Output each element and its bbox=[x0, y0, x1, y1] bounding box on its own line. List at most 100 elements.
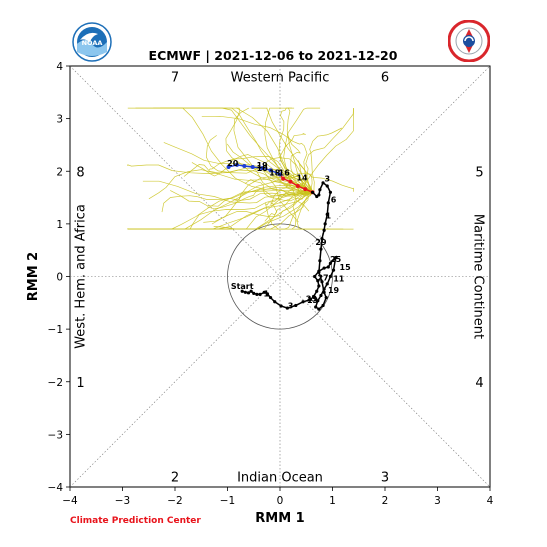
forecast-day-label: 16 bbox=[279, 168, 291, 177]
observed-track-point bbox=[319, 293, 323, 298]
observed-day-label: 3 bbox=[324, 175, 330, 184]
observed-track-point bbox=[246, 291, 251, 295]
observed-track-point bbox=[279, 304, 283, 308]
y-tick-label: −3 bbox=[48, 429, 63, 441]
ensemble-member-line bbox=[283, 107, 321, 193]
x-tick-label: −1 bbox=[220, 495, 235, 507]
observed-track-point bbox=[243, 290, 247, 294]
y-tick-label: −1 bbox=[48, 324, 63, 336]
observed-track-point bbox=[326, 265, 330, 269]
ensemble-mean-point bbox=[250, 165, 255, 170]
ensemble-member-line bbox=[208, 156, 313, 193]
x-tick-label: 2 bbox=[382, 495, 389, 507]
observed-track-point bbox=[317, 270, 321, 274]
observed-track-point bbox=[317, 284, 321, 288]
observed-track-point bbox=[325, 282, 329, 286]
ensemble-mean-point bbox=[295, 183, 300, 188]
y-tick-label: −2 bbox=[48, 377, 63, 389]
ensemble-member-line bbox=[127, 191, 313, 230]
observed-day-label: 29 bbox=[315, 238, 327, 247]
ensemble-mean-point bbox=[242, 163, 247, 168]
ensemble-mean-point bbox=[303, 187, 308, 192]
observed-track-point bbox=[317, 307, 321, 311]
observed-day-label: 19 bbox=[328, 286, 340, 295]
observed-track-point bbox=[316, 299, 320, 303]
ensemble-mean-point bbox=[260, 166, 265, 171]
ensemble-member-line bbox=[264, 107, 313, 193]
observed-track-point bbox=[328, 274, 332, 279]
phase-number-1: 1 bbox=[76, 376, 84, 391]
forecast-day-label: 14 bbox=[296, 174, 308, 183]
ensemble-member-line bbox=[203, 172, 313, 223]
observed-track-point bbox=[285, 306, 289, 310]
observed-day-label: 25 bbox=[330, 255, 342, 264]
observed-track-point bbox=[268, 295, 273, 300]
x-tick-label: −3 bbox=[115, 495, 130, 507]
observed-track-point bbox=[320, 237, 324, 241]
observed-track-point bbox=[326, 201, 330, 205]
y-tick-label: 2 bbox=[56, 166, 63, 178]
region-label-maritime-continent: Maritime Continent bbox=[471, 214, 486, 339]
observed-day-label: Start bbox=[231, 282, 254, 291]
chart-title: ECMWF | 2021-12-06 to 2021-12-20 bbox=[149, 48, 398, 63]
y-tick-label: 0 bbox=[56, 272, 63, 284]
ensemble-mean-point bbox=[288, 179, 293, 184]
x-tick-label: 1 bbox=[329, 495, 336, 507]
observed-track-point bbox=[301, 300, 305, 304]
diagonal-line bbox=[69, 65, 491, 488]
phase-number-7: 7 bbox=[171, 71, 179, 86]
observed-track-point bbox=[273, 300, 277, 304]
observed-track-point bbox=[318, 259, 322, 263]
y-tick-label: 1 bbox=[56, 219, 63, 231]
ensemble-mean-point bbox=[234, 162, 239, 167]
ensemble-member-line bbox=[191, 154, 313, 193]
forecast-day-label: 18 bbox=[269, 168, 281, 177]
forecast-day-label: 20 bbox=[227, 159, 239, 168]
ensemble-member-line bbox=[305, 108, 354, 193]
observed-track-point bbox=[320, 280, 324, 284]
observed-track-point bbox=[265, 292, 269, 296]
x-tick-label: −2 bbox=[167, 495, 182, 507]
observed-track-point bbox=[334, 255, 338, 260]
observed-track-point bbox=[325, 184, 329, 188]
observed-track-point bbox=[322, 266, 326, 270]
ensemble-member-line bbox=[205, 192, 313, 230]
observed-track-point bbox=[313, 274, 317, 279]
ensemble-member-line bbox=[278, 107, 313, 194]
observed-day-label: 1 bbox=[264, 289, 270, 298]
ensemble-member-line bbox=[309, 127, 342, 197]
observed-track-point bbox=[325, 212, 329, 217]
diagonal-line bbox=[69, 65, 491, 488]
observed-track-point bbox=[321, 303, 325, 308]
x-tick-label: 0 bbox=[277, 495, 284, 507]
observed-track-point bbox=[318, 188, 322, 192]
credit-text: Climate Prediction Center bbox=[70, 516, 201, 526]
observed-track-point bbox=[324, 295, 328, 300]
observed-track-point bbox=[315, 194, 319, 199]
observed-day-label: 1 bbox=[326, 211, 332, 220]
observed-day-label: 13 bbox=[307, 296, 318, 305]
ensemble-member-line bbox=[244, 179, 313, 202]
observed-day-label: 11 bbox=[333, 275, 345, 284]
nws-logo bbox=[447, 19, 491, 66]
ensemble-member-line bbox=[167, 191, 313, 230]
x-axis-label: RMM 1 bbox=[255, 511, 304, 526]
observed-track-point bbox=[328, 190, 332, 194]
observed-track-point bbox=[310, 190, 315, 194]
forecast-day-label: 19 bbox=[257, 161, 269, 170]
observed-track-point bbox=[262, 290, 266, 294]
observed-track-point bbox=[252, 291, 256, 295]
forecast-day-label: 6 bbox=[331, 196, 337, 205]
ensemble-mean-point bbox=[226, 165, 231, 170]
x-tick-label: 3 bbox=[434, 495, 441, 507]
y-tick-label: 3 bbox=[56, 114, 63, 126]
observed-track-point bbox=[331, 268, 336, 272]
ensemble-member-line bbox=[205, 135, 313, 193]
observed-track-point bbox=[312, 294, 316, 299]
forecast-day-label: 10 bbox=[257, 164, 269, 173]
observed-day-label: 3 bbox=[288, 301, 294, 310]
y-tick-label: 4 bbox=[56, 61, 63, 73]
observed-day-label: 23 bbox=[306, 295, 317, 304]
ensemble-mean-point bbox=[281, 176, 286, 181]
phase-number-6: 6 bbox=[381, 71, 389, 86]
